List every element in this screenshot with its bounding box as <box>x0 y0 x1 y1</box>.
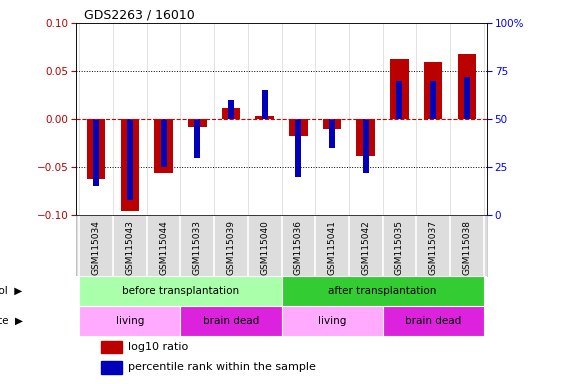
Text: GSM115044: GSM115044 <box>159 220 168 275</box>
Bar <box>390 59 409 119</box>
Bar <box>329 119 335 148</box>
Text: GSM115039: GSM115039 <box>226 220 235 275</box>
Bar <box>396 81 403 119</box>
Bar <box>296 119 301 177</box>
Bar <box>363 119 369 173</box>
Bar <box>79 276 282 306</box>
Bar <box>323 119 341 129</box>
Bar <box>222 108 240 119</box>
Bar <box>194 119 200 158</box>
Text: protocol  ▶: protocol ▶ <box>0 286 23 296</box>
Bar <box>127 119 133 200</box>
Text: brain dead: brain dead <box>203 316 259 326</box>
Bar <box>383 306 484 336</box>
Bar <box>180 306 282 336</box>
Bar <box>458 54 476 119</box>
Text: log10 ratio: log10 ratio <box>128 342 189 352</box>
Text: GSM115037: GSM115037 <box>428 220 437 275</box>
Text: GSM115042: GSM115042 <box>361 220 370 275</box>
Text: percentile rank within the sample: percentile rank within the sample <box>128 362 316 372</box>
Bar <box>101 341 122 353</box>
Bar <box>154 119 173 173</box>
Text: before transplantation: before transplantation <box>122 286 239 296</box>
Bar <box>282 306 383 336</box>
Bar <box>160 119 167 167</box>
Bar <box>282 276 484 306</box>
Bar <box>424 63 443 119</box>
Text: GSM115034: GSM115034 <box>92 220 101 275</box>
Text: GSM115035: GSM115035 <box>395 220 404 275</box>
Bar <box>430 81 436 119</box>
Text: GSM115040: GSM115040 <box>260 220 269 275</box>
Bar <box>93 119 99 187</box>
Text: living: living <box>318 316 346 326</box>
Text: GSM115043: GSM115043 <box>126 220 135 275</box>
Bar <box>289 119 307 136</box>
Text: brain dead: brain dead <box>405 316 461 326</box>
Bar <box>79 306 180 336</box>
Bar <box>256 116 274 119</box>
Bar <box>228 100 234 119</box>
Text: GSM115041: GSM115041 <box>328 220 337 275</box>
Text: GSM115036: GSM115036 <box>294 220 303 275</box>
Text: GDS2263 / 16010: GDS2263 / 16010 <box>84 9 195 22</box>
Text: GSM115038: GSM115038 <box>462 220 471 275</box>
Text: GSM115033: GSM115033 <box>193 220 202 275</box>
Bar <box>356 119 375 156</box>
Text: disease state  ▶: disease state ▶ <box>0 316 23 326</box>
Text: after transplantation: after transplantation <box>328 286 437 296</box>
Bar <box>262 90 267 119</box>
Bar <box>120 119 139 212</box>
Bar <box>464 77 470 119</box>
Text: living: living <box>116 316 144 326</box>
Bar <box>87 119 105 179</box>
Bar <box>101 361 122 374</box>
Bar <box>188 119 207 127</box>
